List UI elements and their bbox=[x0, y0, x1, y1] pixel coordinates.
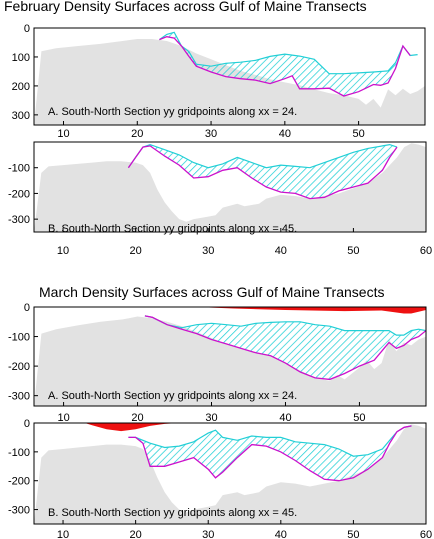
bathymetry bbox=[34, 316, 426, 406]
upper-density-surface bbox=[159, 31, 418, 75]
panel-feb-a: 10 20 30 40 50 0 100 200 300 A. South-North Secti… bbox=[12, 23, 426, 140]
x-tick-label: 10 bbox=[57, 412, 69, 424]
panel-mar-a: 10 20 30 40 50 0 -100 -200 -300 A. South-North Se… bbox=[8, 302, 427, 424]
upper-density-surface bbox=[144, 315, 426, 336]
y-tick-label: -300 bbox=[8, 505, 30, 517]
section-caption: B. South-North Section yy gridpoints alo… bbox=[48, 223, 297, 235]
x-tick-label: 20 bbox=[131, 128, 143, 140]
surface-outcrop bbox=[84, 423, 180, 432]
bathymetry bbox=[34, 143, 426, 232]
upper-density-surface bbox=[127, 143, 398, 169]
february-title: February Density Surfaces across Gulf of… bbox=[4, 0, 367, 14]
plot-frame bbox=[33, 27, 426, 126]
x-tick-label: 10 bbox=[57, 245, 69, 257]
section-caption: A. South-North Section yy gridpoints alo… bbox=[48, 390, 297, 402]
x-tick-label: 60 bbox=[420, 529, 432, 539]
lower-density-surface bbox=[128, 425, 412, 482]
y-tick-label: 300 bbox=[12, 110, 30, 122]
section-caption: B. South-North Section yy gridpoints alo… bbox=[48, 507, 297, 519]
surface-outcrop bbox=[196, 307, 426, 314]
y-tick-label: 0 bbox=[24, 418, 30, 430]
x-tick-label: 60 bbox=[420, 245, 432, 257]
density-layer bbox=[128, 144, 397, 199]
y-tick-label: 200 bbox=[12, 81, 30, 93]
x-tick-label: 20 bbox=[130, 245, 142, 257]
y-tick-label: -200 bbox=[8, 476, 30, 488]
y-tick-label: -100 bbox=[8, 447, 30, 459]
x-tick-label: 40 bbox=[279, 128, 291, 140]
density-layer bbox=[128, 425, 412, 481]
y-tick-label: -100 bbox=[8, 163, 30, 175]
x-tick-label: 20 bbox=[130, 529, 142, 539]
y-tick-label: -200 bbox=[8, 188, 30, 200]
x-tick-label: 50 bbox=[352, 128, 364, 140]
density-layer bbox=[159, 32, 418, 96]
lower-density-surface bbox=[144, 315, 426, 381]
density-layer bbox=[144, 315, 426, 380]
march-title: March Density Surfaces across Gulf of Ma… bbox=[39, 284, 384, 300]
x-tick-label: 40 bbox=[275, 245, 287, 257]
lower-density-surface bbox=[159, 36, 411, 97]
panel-mar-b: 10 20 30 40 50 60 0 -100 -200 -300 B. South-North … bbox=[8, 418, 432, 539]
x-tick-label: 50 bbox=[353, 412, 365, 424]
bathymetry bbox=[34, 39, 425, 125]
x-tick-label: 30 bbox=[205, 412, 217, 424]
x-tick-label: 50 bbox=[347, 529, 359, 539]
x-tick-label: 20 bbox=[131, 412, 143, 424]
plot-frame bbox=[33, 141, 427, 233]
panel-feb-b: 10 20 30 40 50 60 -100 -200 -300 B. South-North S… bbox=[8, 141, 432, 257]
y-tick-label: 0 bbox=[24, 302, 30, 314]
x-tick-label: 30 bbox=[202, 245, 214, 257]
x-tick-label: 50 bbox=[347, 245, 359, 257]
plot-frame bbox=[33, 422, 427, 525]
y-tick-label: -100 bbox=[8, 332, 30, 344]
x-tick-label: 30 bbox=[205, 128, 217, 140]
upper-density-surface bbox=[128, 425, 412, 457]
y-tick-label: -200 bbox=[8, 361, 30, 373]
y-tick-label: 0 bbox=[24, 23, 30, 35]
section-caption: A. South-North Section yy gridpoints alo… bbox=[48, 106, 297, 118]
x-tick-label: 10 bbox=[57, 128, 69, 140]
x-tick-label: 40 bbox=[279, 412, 291, 424]
y-tick-label: -300 bbox=[8, 214, 30, 226]
y-tick-label: 100 bbox=[12, 52, 30, 64]
plot-frame bbox=[33, 306, 427, 407]
lower-density-surface bbox=[127, 145, 398, 200]
x-tick-label: 10 bbox=[57, 529, 69, 539]
bathymetry bbox=[34, 424, 426, 524]
x-tick-label: 40 bbox=[275, 529, 287, 539]
y-tick-label: -300 bbox=[8, 391, 30, 403]
x-tick-label: 30 bbox=[202, 529, 214, 539]
